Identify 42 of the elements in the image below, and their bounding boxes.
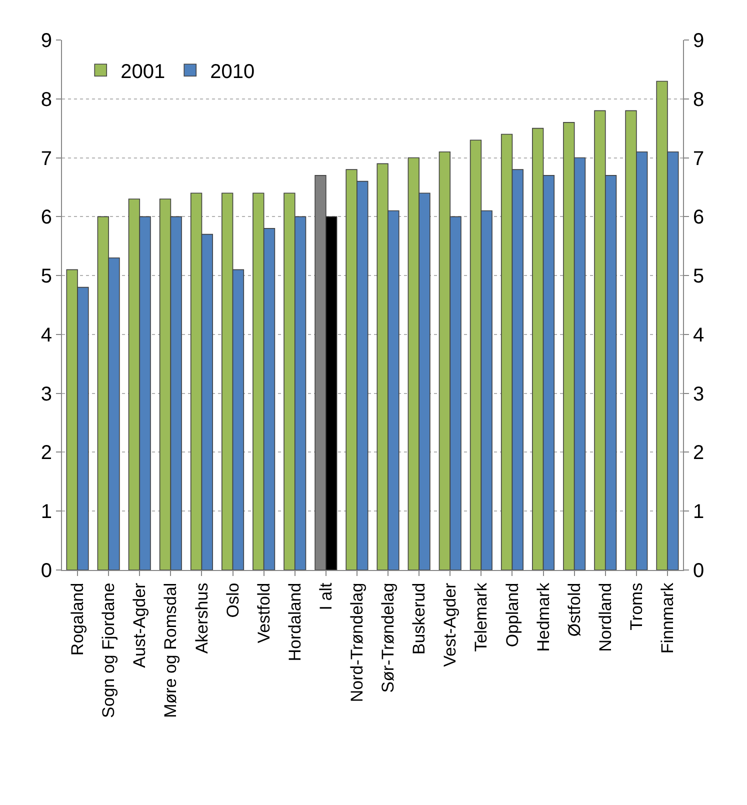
y-tick-label: 4 [40, 324, 52, 346]
y2-tick-label: 0 [693, 560, 704, 582]
y2-tick-label: 6 [693, 206, 704, 229]
y-tick-label: 6 [40, 206, 52, 229]
x-tick-label: Vestfold [254, 582, 274, 644]
x-tick-label: Sogn og Fjordane [99, 582, 118, 718]
y2-tick-label: 9 [693, 30, 704, 52]
x-tick-label: Møre og Romsdal [161, 582, 180, 718]
y2-tick-label: 7 [693, 148, 704, 170]
y-tick-label: 0 [40, 560, 52, 582]
y2-tick-label: 5 [693, 266, 704, 288]
y-tick-label: 2 [40, 442, 52, 464]
x-tick-label: Nordland [596, 582, 615, 652]
x-tick-label: Hedmark [534, 582, 553, 652]
x-tick-label: Buskerud [410, 582, 429, 655]
x-tick-label: Oslo [223, 582, 242, 618]
x-tick-label: Akershus [192, 582, 212, 654]
x-tick-label: Vest-Agder [440, 582, 460, 667]
x-tick-label: Sør-Trøndelag [378, 582, 398, 693]
x-tick-label: Telemark [472, 582, 491, 652]
x-tick-label: Rogaland [68, 582, 88, 656]
y2-tick-label: 2 [693, 442, 704, 464]
y-tick-label: 8 [40, 88, 52, 111]
y2-tick-label: 1 [693, 501, 704, 524]
x-tick-label: Nord-Trøndelag [347, 582, 366, 702]
y2-tick-label: 3 [693, 383, 704, 406]
y2-tick-label: 8 [693, 88, 704, 111]
x-tick-label: Hordaland [285, 582, 304, 662]
legend-label: 2010 [210, 60, 255, 83]
y-tick-label: 5 [40, 266, 52, 288]
x-tick-label: Troms [626, 582, 646, 630]
x-tick-label: Oppland [502, 582, 522, 648]
x-tick-label: I alt [316, 582, 336, 610]
y-tick-label: 9 [40, 30, 52, 52]
legend-label: 2001 [120, 60, 166, 83]
x-tick-label: Aust-Agder [130, 582, 150, 668]
y-tick-label: 1 [40, 501, 52, 524]
y-tick-label: 7 [40, 148, 52, 170]
y2-tick-label: 4 [693, 324, 704, 346]
x-tick-label: Finnmark [658, 582, 678, 654]
y-tick-label: 3 [40, 383, 52, 406]
x-tick-label: Østfold [564, 582, 584, 637]
